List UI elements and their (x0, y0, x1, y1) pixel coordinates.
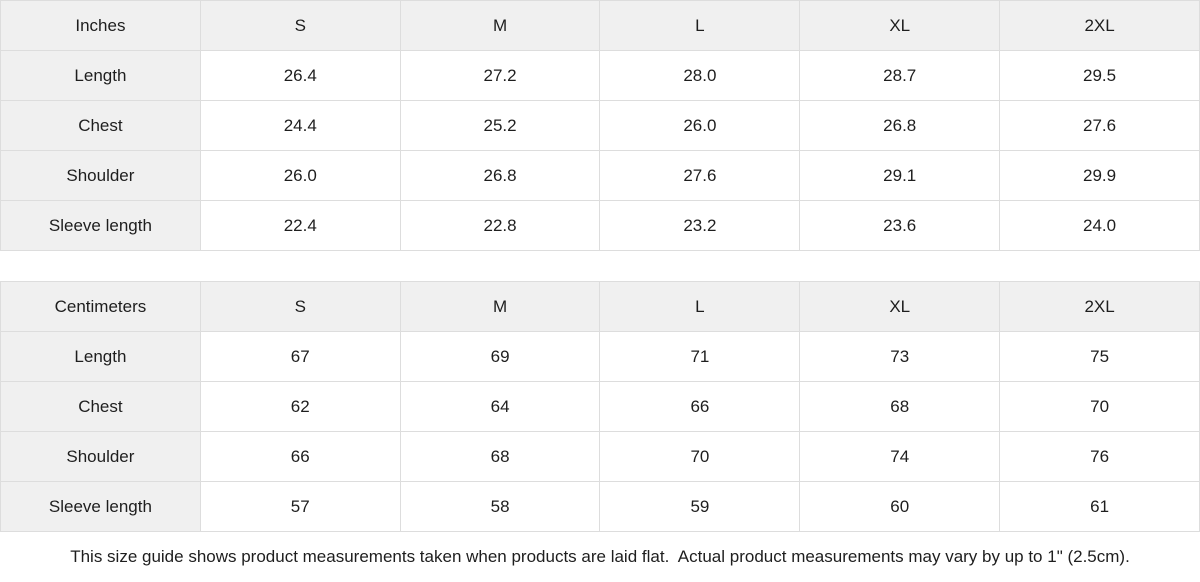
value-cell: 58 (399, 481, 601, 532)
row-label-cell: Length (0, 50, 201, 101)
row-label-cell: Shoulder (0, 431, 201, 482)
row-label-cell: Sleeve length (0, 200, 201, 251)
size-header-s: S (199, 0, 401, 51)
row-label-cell: Chest (0, 381, 201, 432)
value-cell: 22.4 (199, 200, 401, 251)
value-cell: 64 (399, 381, 601, 432)
value-cell: 24.0 (999, 200, 1200, 251)
value-cell: 73 (799, 331, 1001, 382)
table-row-shoulder: Shoulder 66 68 70 74 76 (0, 431, 1200, 482)
row-label-cell: Chest (0, 100, 201, 151)
table-row-chest: Chest 24.4 25.2 26.0 26.8 27.6 (0, 100, 1200, 151)
table-row-sleeve-length: Sleeve length 57 58 59 60 61 (0, 481, 1200, 532)
value-cell: 60 (799, 481, 1001, 532)
table-gap (0, 251, 1200, 281)
value-cell: 70 (599, 431, 801, 482)
value-cell: 26.8 (799, 100, 1001, 151)
value-cell: 25.2 (399, 100, 601, 151)
value-cell: 29.5 (999, 50, 1200, 101)
value-cell: 66 (599, 381, 801, 432)
value-cell: 26.0 (199, 150, 401, 201)
value-cell: 75 (999, 331, 1200, 382)
centimeters-header-row: Centimeters S M L XL 2XL (0, 281, 1200, 332)
size-header-xl: XL (799, 0, 1001, 51)
table-row-shoulder: Shoulder 26.0 26.8 27.6 29.1 29.9 (0, 150, 1200, 201)
value-cell: 71 (599, 331, 801, 382)
size-header-s: S (199, 281, 401, 332)
value-cell: 74 (799, 431, 1001, 482)
value-cell: 29.9 (999, 150, 1200, 201)
size-header-l: L (599, 281, 801, 332)
table-row-sleeve-length: Sleeve length 22.4 22.8 23.2 23.6 24.0 (0, 200, 1200, 251)
value-cell: 28.7 (799, 50, 1001, 101)
value-cell: 67 (199, 331, 401, 382)
inches-header-row: Inches S M L XL 2XL (0, 0, 1200, 51)
value-cell: 27.6 (999, 100, 1200, 151)
value-cell: 62 (199, 381, 401, 432)
value-cell: 28.0 (599, 50, 801, 101)
value-cell: 59 (599, 481, 801, 532)
table-row-chest: Chest 62 64 66 68 70 (0, 381, 1200, 432)
size-header-xl: XL (799, 281, 1001, 332)
row-label-cell: Shoulder (0, 150, 201, 201)
value-cell: 29.1 (799, 150, 1001, 201)
table-row-length: Length 26.4 27.2 28.0 28.7 29.5 (0, 50, 1200, 101)
table-row-length: Length 67 69 71 73 75 (0, 331, 1200, 382)
value-cell: 23.2 (599, 200, 801, 251)
row-label-cell: Sleeve length (0, 481, 201, 532)
value-cell: 23.6 (799, 200, 1001, 251)
size-header-2xl: 2XL (999, 281, 1200, 332)
value-cell: 27.6 (599, 150, 801, 201)
size-header-m: M (399, 281, 601, 332)
value-cell: 57 (199, 481, 401, 532)
value-cell: 68 (399, 431, 601, 482)
value-cell: 69 (399, 331, 601, 382)
centimeters-size-table: Centimeters S M L XL 2XL Length 67 69 71… (0, 281, 1200, 532)
row-label-cell: Length (0, 331, 201, 382)
size-guide-footnote: This size guide shows product measuremen… (0, 532, 1200, 582)
value-cell: 76 (999, 431, 1200, 482)
size-header-2xl: 2XL (999, 0, 1200, 51)
value-cell: 24.4 (199, 100, 401, 151)
unit-header-cell: Centimeters (0, 281, 201, 332)
value-cell: 26.0 (599, 100, 801, 151)
value-cell: 22.8 (399, 200, 601, 251)
value-cell: 26.8 (399, 150, 601, 201)
value-cell: 26.4 (199, 50, 401, 101)
size-header-m: M (399, 0, 601, 51)
value-cell: 27.2 (399, 50, 601, 101)
size-header-l: L (599, 0, 801, 51)
value-cell: 68 (799, 381, 1001, 432)
value-cell: 70 (999, 381, 1200, 432)
value-cell: 61 (999, 481, 1200, 532)
unit-header-cell: Inches (0, 0, 201, 51)
inches-size-table: Inches S M L XL 2XL Length 26.4 27.2 28.… (0, 0, 1200, 251)
value-cell: 66 (199, 431, 401, 482)
